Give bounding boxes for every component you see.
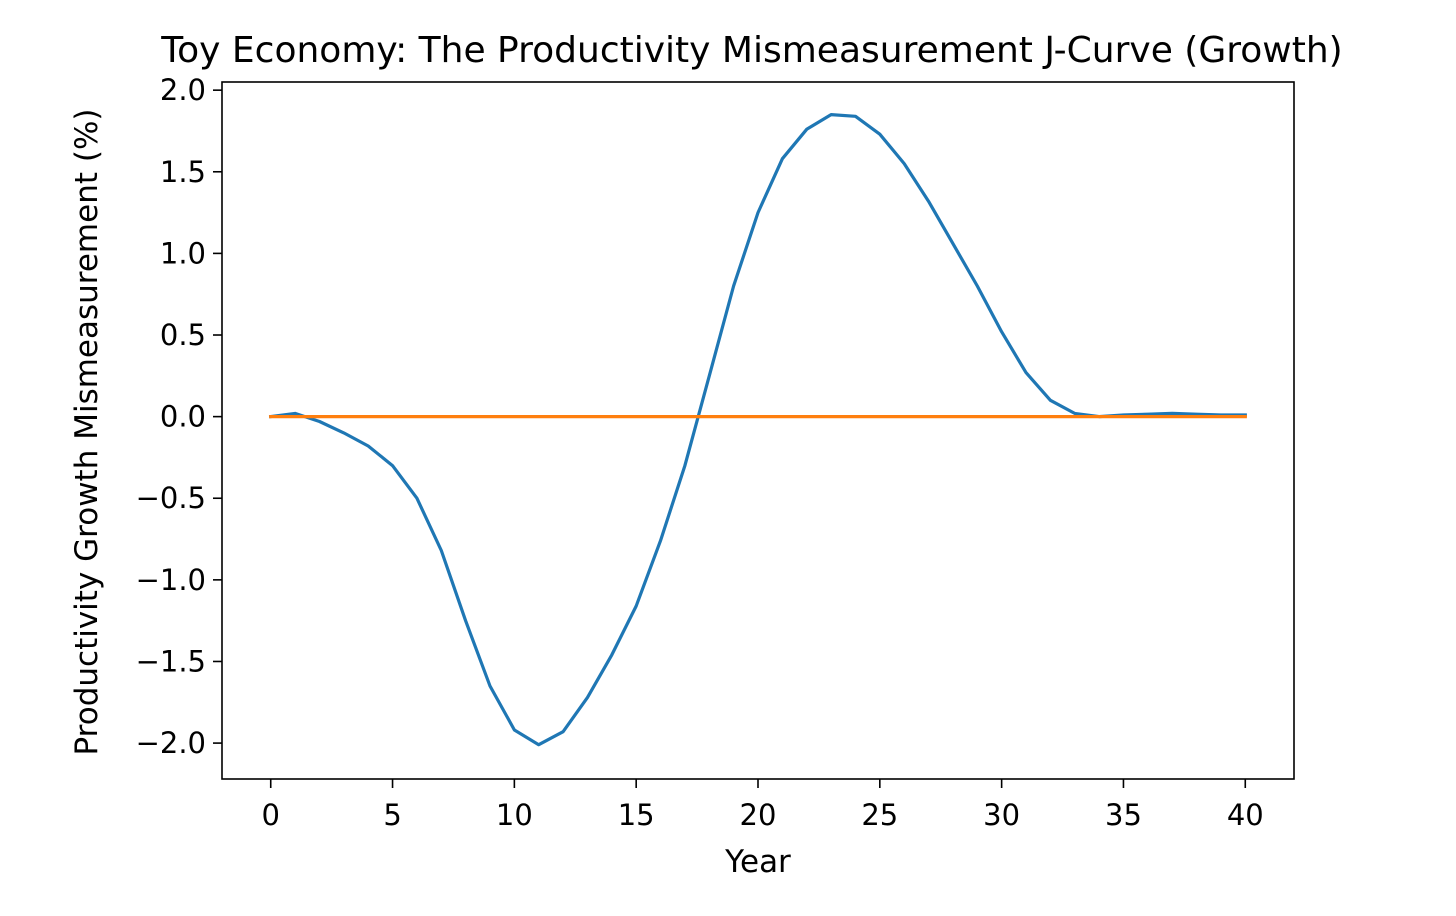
x-tick-label: 10 xyxy=(496,798,533,832)
y-tick-label: 0.0 xyxy=(160,400,206,434)
plot-area xyxy=(268,112,1247,747)
y-tick-label: −1.0 xyxy=(136,563,206,597)
x-tick-label: 25 xyxy=(861,798,898,832)
y-tick-label: 1.5 xyxy=(160,155,206,189)
y-tick-label: −2.0 xyxy=(136,726,206,760)
series-line-1 xyxy=(268,112,1247,747)
axis-ticks: 0 5 10 15 20 25 30 35 40 2.0 1.5 1.0 0.5 0.0 −0.5 −1.0 −… xyxy=(136,73,1264,832)
y-tick-label: 0.5 xyxy=(160,318,206,352)
y-tick-label: 2.0 xyxy=(160,73,206,107)
x-tick-label: 0 xyxy=(262,798,280,832)
x-tick-label: 15 xyxy=(618,798,655,832)
x-tick-label: 20 xyxy=(740,798,777,832)
x-tick-label: 35 xyxy=(1105,798,1142,832)
x-tick-label: 40 xyxy=(1227,798,1264,832)
y-tick-label: 1.0 xyxy=(160,236,206,270)
y-axis-label: Productivity Growth Mismeasurement (%) xyxy=(69,109,105,756)
x-tick-label: 30 xyxy=(983,798,1020,832)
y-tick-label: −1.5 xyxy=(136,644,206,678)
x-tick-label: 5 xyxy=(383,798,401,832)
y-tick-label: −0.5 xyxy=(136,481,206,515)
x-axis-label: Year xyxy=(724,844,791,880)
chart-title: Toy Economy: The Productivity Mismeasure… xyxy=(160,30,1342,71)
